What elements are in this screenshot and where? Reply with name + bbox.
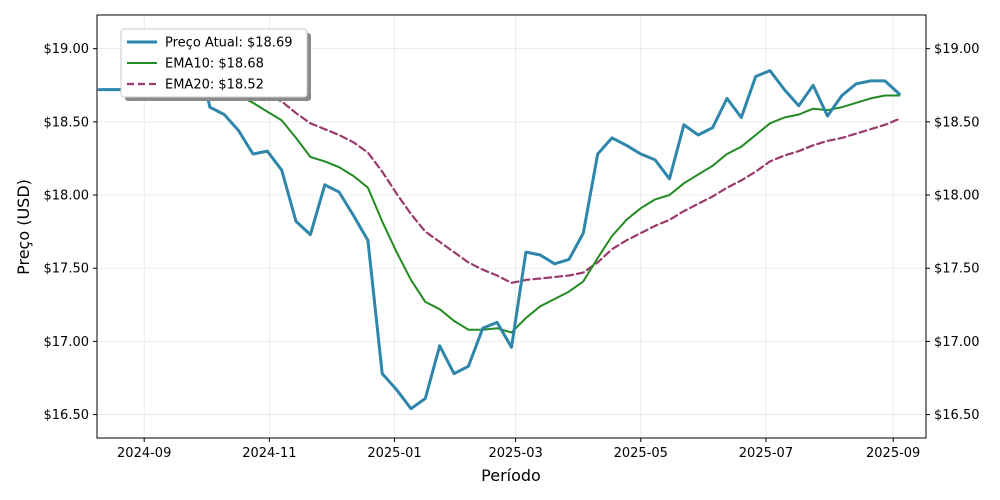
y-tick-label-right: $17.50 [934,262,980,277]
y-tick-label-right: $17.00 [934,335,980,350]
y-tick-label-left: $18.00 [44,189,90,204]
x-tick-label: 2025-09 [866,446,920,461]
legend-label-0: Preço Atual: $18.69 [165,36,292,51]
x-tick-label: 2025-03 [488,446,542,461]
y-tick-label-left: $17.00 [44,335,90,350]
y-tick-label-left: $17.50 [44,262,90,277]
x-tick-label: 2024-09 [117,446,171,461]
plot-frame [96,14,927,439]
grid [97,15,926,438]
y-tick-label-left: $19.00 [44,42,90,57]
y-axis-right: $16.50 $17.00 $17.50 $18.00 $18.50 $19.00 [926,42,980,423]
y-tick-label-left: $18.50 [44,115,90,130]
legend-label-2: EMA20: $18.52 [165,78,264,93]
y-tick-label-left: $16.50 [44,408,90,423]
x-axis-label: Período [481,466,541,485]
y-tick-label-right: $18.00 [934,189,980,204]
x-tick-label: 2025-07 [739,446,793,461]
y-tick-label-right: $16.50 [934,408,980,423]
x-tick-label: 2024-11 [242,446,296,461]
legend-box [120,28,308,98]
y-tick-label-right: $19.00 [934,42,980,57]
y-tick-label-right: $18.50 [934,115,980,130]
x-tick-label: 2025-01 [367,446,421,461]
x-tick-label: 2025-05 [614,446,668,461]
legend-label-1: EMA10: $18.68 [165,57,264,72]
x-axis: 2024-09 2024-11 2025-01 2025-03 2025-05 2025-… [117,438,920,461]
y-axis-left: $16.50 $17.00 $17.50 $18.00 $18.50 $19.00 [44,42,97,423]
y-axis-label: Preço (USD) [14,179,33,275]
series-line-1 [98,88,901,334]
series-line-0 [97,69,901,411]
legend: Preço Atual: $18.69 EMA10: $18.68 EMA20: $… [120,28,311,101]
